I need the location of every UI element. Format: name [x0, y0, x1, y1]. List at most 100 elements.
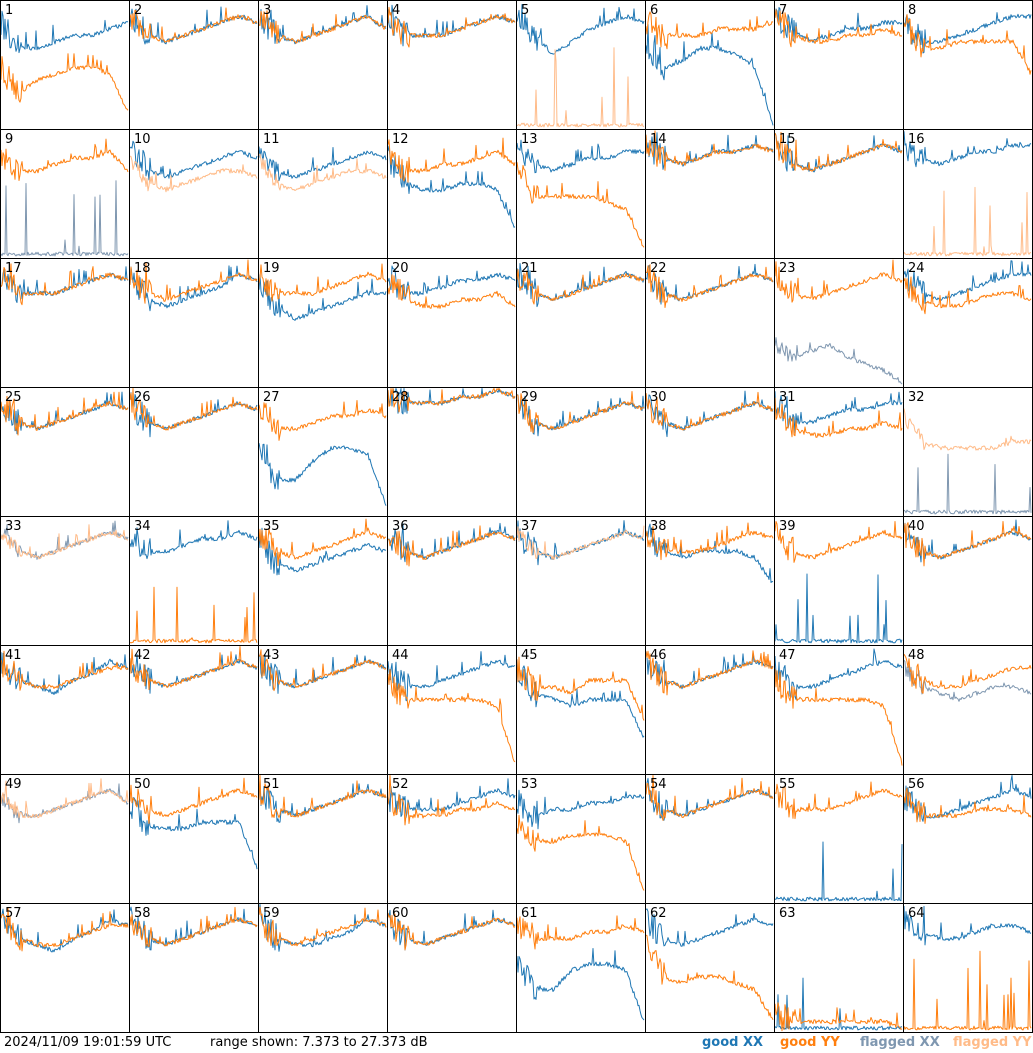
xx-series-line-2	[130, 6, 258, 45]
panel-number-40: 40	[908, 519, 925, 534]
xx-series-line-56	[904, 775, 1032, 822]
xx-series-line-9	[1, 180, 129, 257]
xx-series-line-64	[904, 905, 1032, 946]
panel-number-36: 36	[392, 519, 409, 534]
yy-series-line-53	[517, 814, 645, 891]
spectrum-plot-4	[388, 4, 516, 48]
xx-series-line-15	[775, 132, 903, 173]
antenna-panel-34: 34	[129, 516, 258, 645]
antenna-panel-25: 25	[0, 387, 129, 516]
yy-series-line-13	[517, 162, 645, 248]
yy-series-line-58	[130, 906, 258, 948]
spectrum-plot-60	[388, 909, 516, 951]
legend-good-xx: good XX	[702, 1035, 764, 1050]
antenna-panel-39: 39	[774, 516, 903, 645]
xx-series-line-55	[775, 841, 903, 902]
xx-series-line-24	[904, 260, 1032, 304]
antenna-panel-18: 18	[129, 258, 258, 387]
antenna-panel-12: 12	[387, 129, 516, 258]
antenna-panel-60: 60	[387, 903, 516, 1032]
timestamp: 2024/11/09 19:01:59 UTC	[4, 1035, 172, 1050]
spectrum-plot-32	[904, 408, 1032, 515]
antenna-panel-31: 31	[774, 387, 903, 516]
xx-series-line-34	[130, 520, 258, 560]
yy-series-line-10	[130, 155, 258, 193]
spectrum-plot-54	[646, 775, 774, 821]
xx-series-line-53	[517, 789, 645, 830]
yy-series-line-23	[775, 259, 903, 303]
yy-series-line-18	[130, 259, 258, 304]
spectrum-plot-44	[388, 651, 516, 763]
yy-series-line-59	[259, 906, 387, 947]
spectrum-plot-27	[259, 400, 387, 506]
antenna-panel-4: 4	[387, 0, 516, 129]
spectrum-plot-30	[646, 390, 774, 438]
spectrum-plot-50	[130, 777, 258, 870]
xx-series-line-57	[1, 908, 129, 953]
panel-number-2: 2	[134, 3, 143, 18]
antenna-panel-53: 53	[516, 774, 645, 903]
antenna-panel-58: 58	[129, 903, 258, 1032]
spectrum-plot-6	[646, 11, 774, 126]
panel-number-19: 19	[263, 261, 280, 276]
spectrum-plot-10	[130, 140, 258, 193]
panel-number-58: 58	[134, 906, 151, 921]
xx-series-line-39	[775, 573, 903, 644]
spectrum-plot-55	[775, 781, 903, 902]
antenna-panel-8: 8	[903, 0, 1032, 129]
panel-number-49: 49	[5, 777, 22, 792]
antenna-panel-14: 14	[645, 129, 774, 258]
yy-series-line-8	[904, 14, 1032, 75]
yy-series-line-43	[259, 649, 387, 692]
antenna-panel-26: 26	[129, 387, 258, 516]
spectrum-plot-38	[646, 522, 774, 583]
xx-series-line-61	[517, 948, 645, 1021]
antenna-panel-38: 38	[645, 516, 774, 645]
yy-series-line-62	[646, 934, 774, 1021]
spectrum-plot-11	[259, 146, 387, 191]
spectrum-plot-20	[388, 265, 516, 309]
antenna-panel-59: 59	[258, 903, 387, 1032]
yy-series-line-2	[130, 7, 258, 43]
spectrum-plot-13	[517, 139, 645, 248]
antenna-panel-16: 16	[903, 129, 1032, 258]
panel-number-21: 21	[521, 261, 538, 276]
antenna-panel-36: 36	[387, 516, 516, 645]
yy-series-line-7	[775, 9, 903, 48]
xx-series-line-11	[259, 146, 387, 182]
spectrum-plot-36	[388, 522, 516, 567]
yy-series-line-21	[517, 269, 645, 305]
panel-number-15: 15	[779, 132, 796, 147]
antenna-panel-42: 42	[129, 645, 258, 774]
antenna-panel-17: 17	[0, 258, 129, 387]
panel-number-27: 27	[263, 390, 280, 405]
spectrum-plot-2	[130, 6, 258, 45]
spectrum-plot-26	[130, 388, 258, 438]
xx-series-line-37	[517, 520, 645, 566]
antenna-panel-11: 11	[258, 129, 387, 258]
xx-series-line-35	[259, 527, 387, 576]
xx-series-line-1	[1, 10, 129, 54]
yy-series-line-40	[904, 521, 1032, 567]
panel-number-29: 29	[521, 390, 538, 405]
yy-series-line-14	[646, 130, 774, 171]
yy-series-line-28	[388, 388, 516, 413]
yy-series-line-4	[388, 6, 516, 48]
panel-number-16: 16	[908, 132, 925, 147]
spectrum-plot-62	[646, 908, 774, 1021]
xx-series-line-3	[259, 5, 387, 45]
spectrum-plot-8	[904, 12, 1032, 75]
panel-number-18: 18	[134, 261, 151, 276]
yy-series-line-11	[259, 153, 387, 191]
panel-number-6: 6	[650, 3, 659, 18]
panel-number-22: 22	[650, 261, 667, 276]
xx-series-line-45	[517, 659, 645, 738]
spectrum-plot-9	[1, 138, 129, 257]
antenna-panel-55: 55	[774, 774, 903, 903]
spectrum-plot-31	[775, 391, 903, 438]
xx-series-line-32	[904, 453, 1032, 515]
yy-series-line-31	[775, 397, 903, 438]
panel-number-59: 59	[263, 906, 280, 921]
spectrum-plot-7	[775, 7, 903, 48]
spectrum-plot-15	[775, 131, 903, 173]
